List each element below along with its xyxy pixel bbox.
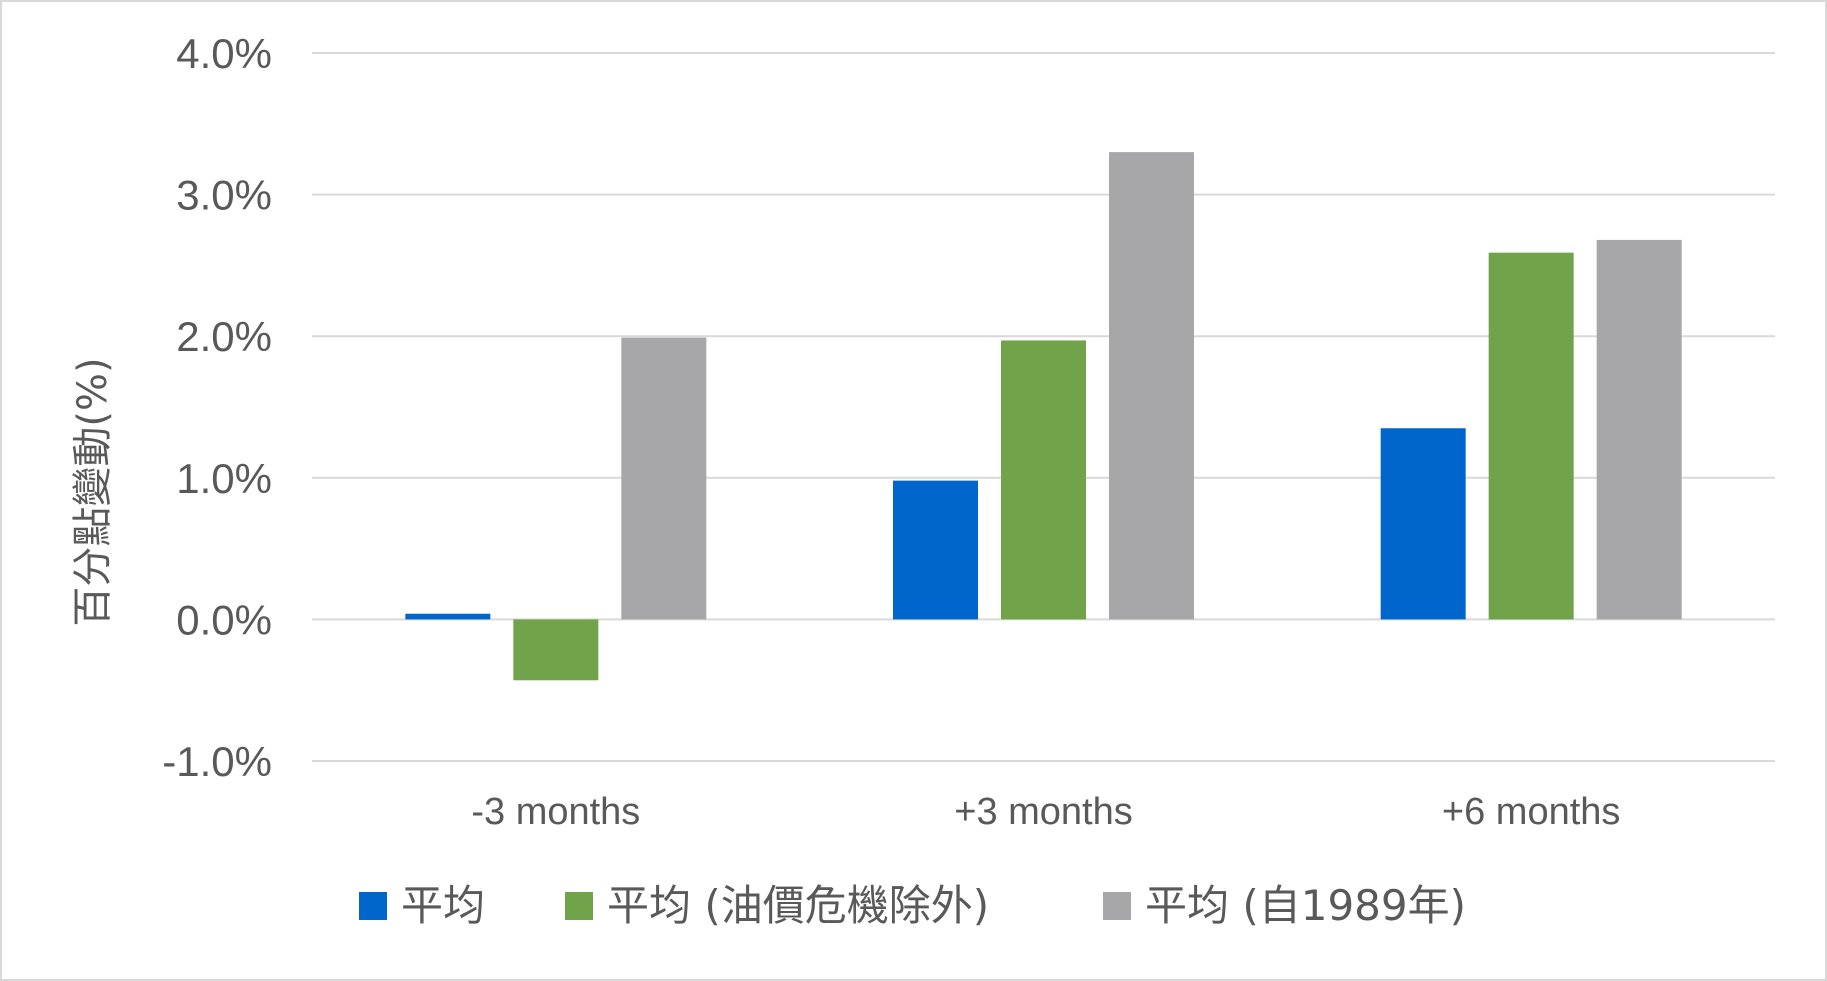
legend-swatch	[359, 892, 387, 920]
legend-swatch	[1103, 892, 1131, 920]
bar-1-1	[1001, 340, 1086, 620]
x-category-label: -3 months	[471, 791, 640, 833]
y-axis-title: 百分點變動(%)	[70, 357, 116, 626]
bar-2-0	[1380, 428, 1466, 620]
x-axis-categories: -3 months +3 months +6 months	[471, 791, 1620, 833]
y-tick-label: 4.0%	[176, 30, 272, 77]
legend-label: 平均	[401, 881, 485, 930]
legend-label: 平均 (油價危機除外)	[607, 881, 989, 930]
bar-1-2	[1109, 152, 1194, 620]
bar-2-2	[1596, 239, 1682, 620]
bar-1-0	[893, 480, 978, 620]
y-tick-label: 2.0%	[176, 313, 272, 360]
bar-0-2	[621, 337, 707, 620]
bar-0-0	[405, 613, 491, 620]
x-category-label: +3 months	[954, 791, 1133, 833]
legend: 平均 平均 (油價危機除外) 平均 (自1989年)	[359, 881, 1466, 930]
bar-0-1	[513, 619, 599, 681]
legend-label: 平均 (自1989年)	[1145, 881, 1466, 930]
bars	[405, 152, 1682, 681]
y-tick-label: 3.0%	[176, 172, 272, 219]
y-tick-label: 0.0%	[176, 596, 272, 643]
y-tick-label: -1.0%	[162, 738, 272, 785]
x-category-label: +6 months	[1442, 791, 1621, 833]
y-tick-label: 1.0%	[176, 455, 272, 502]
legend-swatch	[565, 892, 593, 920]
bar-2-1	[1488, 252, 1574, 620]
y-axis-ticks: -1.0% 0.0% 1.0% 2.0% 3.0% 4.0%	[162, 30, 272, 785]
